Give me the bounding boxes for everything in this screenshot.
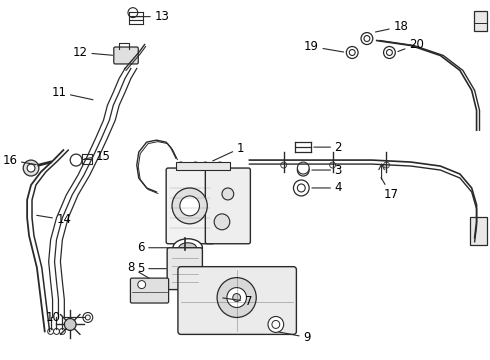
Text: 2: 2: [314, 141, 342, 154]
Text: 3: 3: [312, 163, 342, 176]
Circle shape: [268, 316, 284, 332]
Circle shape: [387, 50, 392, 55]
Circle shape: [177, 162, 185, 170]
Text: 15: 15: [85, 150, 111, 163]
Circle shape: [192, 162, 199, 170]
Circle shape: [214, 214, 230, 230]
Circle shape: [233, 293, 241, 302]
Circle shape: [227, 288, 246, 307]
Text: 6: 6: [137, 241, 168, 254]
Circle shape: [85, 315, 90, 320]
Circle shape: [27, 164, 35, 172]
Circle shape: [201, 162, 209, 170]
FancyBboxPatch shape: [205, 168, 250, 244]
Circle shape: [297, 184, 305, 192]
Circle shape: [217, 278, 256, 318]
Circle shape: [272, 320, 280, 328]
Circle shape: [364, 36, 370, 41]
Circle shape: [281, 162, 287, 168]
Circle shape: [83, 312, 93, 323]
Circle shape: [384, 162, 390, 168]
Bar: [470, 217, 488, 245]
Circle shape: [297, 164, 309, 176]
Circle shape: [128, 8, 138, 18]
Text: 17: 17: [381, 177, 398, 202]
Text: 13: 13: [132, 10, 169, 23]
Text: 19: 19: [304, 40, 343, 53]
Circle shape: [294, 180, 309, 196]
Circle shape: [330, 162, 336, 168]
Text: 8: 8: [127, 261, 149, 278]
Bar: [474, 11, 488, 31]
Ellipse shape: [179, 243, 196, 253]
Circle shape: [138, 280, 146, 289]
Circle shape: [384, 46, 395, 58]
Circle shape: [349, 50, 355, 55]
Circle shape: [361, 32, 373, 45]
Text: 12: 12: [73, 46, 113, 59]
FancyBboxPatch shape: [114, 47, 138, 64]
Text: 20: 20: [398, 38, 424, 51]
Circle shape: [23, 160, 39, 176]
Circle shape: [346, 46, 358, 58]
FancyBboxPatch shape: [178, 267, 296, 334]
Text: 10: 10: [46, 311, 85, 324]
Text: 11: 11: [51, 86, 93, 100]
Ellipse shape: [181, 287, 220, 309]
Circle shape: [216, 162, 224, 170]
Text: 4: 4: [312, 181, 342, 194]
Circle shape: [297, 162, 309, 174]
FancyBboxPatch shape: [166, 168, 214, 244]
FancyBboxPatch shape: [167, 248, 202, 289]
Circle shape: [48, 328, 53, 334]
Text: 1: 1: [213, 141, 244, 161]
Text: 7: 7: [223, 295, 252, 308]
Bar: [176, 162, 230, 170]
Circle shape: [64, 319, 76, 330]
Circle shape: [59, 328, 65, 334]
Ellipse shape: [189, 291, 212, 304]
Circle shape: [222, 188, 234, 200]
Text: 16: 16: [2, 154, 36, 167]
Text: 18: 18: [375, 20, 408, 33]
Text: 9: 9: [278, 331, 311, 344]
Ellipse shape: [173, 239, 202, 257]
Circle shape: [53, 328, 59, 334]
Circle shape: [180, 196, 199, 216]
FancyBboxPatch shape: [130, 278, 169, 303]
Text: 5: 5: [137, 262, 166, 275]
Text: 14: 14: [37, 213, 72, 226]
Circle shape: [70, 154, 82, 166]
Circle shape: [172, 188, 207, 224]
